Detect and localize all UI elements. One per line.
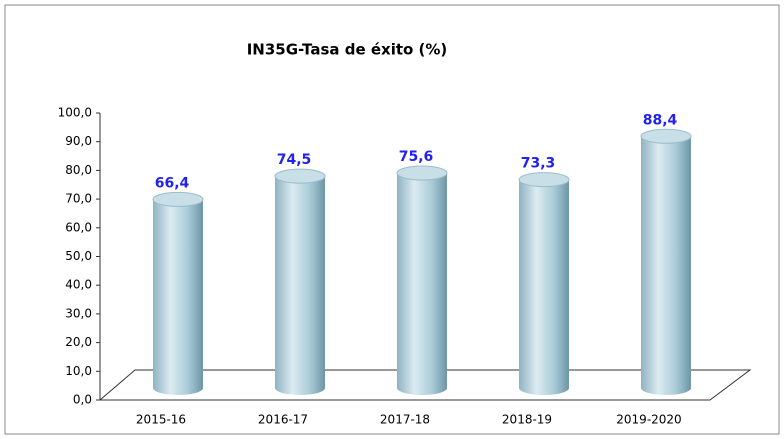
value-label: 75,6 xyxy=(399,149,434,165)
bar xyxy=(153,199,203,395)
y-tick-label: 0,0 xyxy=(73,393,92,407)
chart-title: IN35G-Tasa de éxito (%) xyxy=(247,41,448,59)
x-tick-label: 2016-17 xyxy=(258,413,308,427)
y-tick-label: 10,0 xyxy=(65,364,92,378)
x-tick-label: 2018-19 xyxy=(502,413,552,427)
y-tick-label: 60,0 xyxy=(65,220,92,234)
x-tick-label: 2015-16 xyxy=(136,413,186,427)
value-label: 74,5 xyxy=(277,152,312,168)
y-tick-label: 50,0 xyxy=(65,249,92,263)
value-label: 88,4 xyxy=(643,112,678,128)
bar-top xyxy=(396,165,448,181)
y-tick-label: 70,0 xyxy=(65,192,92,206)
bar-top xyxy=(518,172,570,188)
bar-top xyxy=(274,168,326,184)
bar-top xyxy=(640,128,692,144)
y-tick-label: 90,0 xyxy=(65,134,92,148)
y-tick-label: 80,0 xyxy=(65,163,92,177)
y-tick-label: 30,0 xyxy=(65,306,92,320)
bar xyxy=(397,173,447,395)
bar xyxy=(519,179,569,395)
bar-top xyxy=(152,191,204,207)
bar xyxy=(641,136,691,396)
x-tick-label: 2017-18 xyxy=(380,413,430,427)
y-tick-label: 40,0 xyxy=(65,278,92,292)
value-label: 66,4 xyxy=(155,175,190,191)
y-tick-label: 100,0 xyxy=(58,106,92,120)
y-tick-label: 20,0 xyxy=(65,335,92,349)
x-tick-label: 2019-2020 xyxy=(616,413,681,427)
value-label: 73,3 xyxy=(521,156,556,172)
floor xyxy=(98,369,752,401)
bar xyxy=(275,176,325,395)
